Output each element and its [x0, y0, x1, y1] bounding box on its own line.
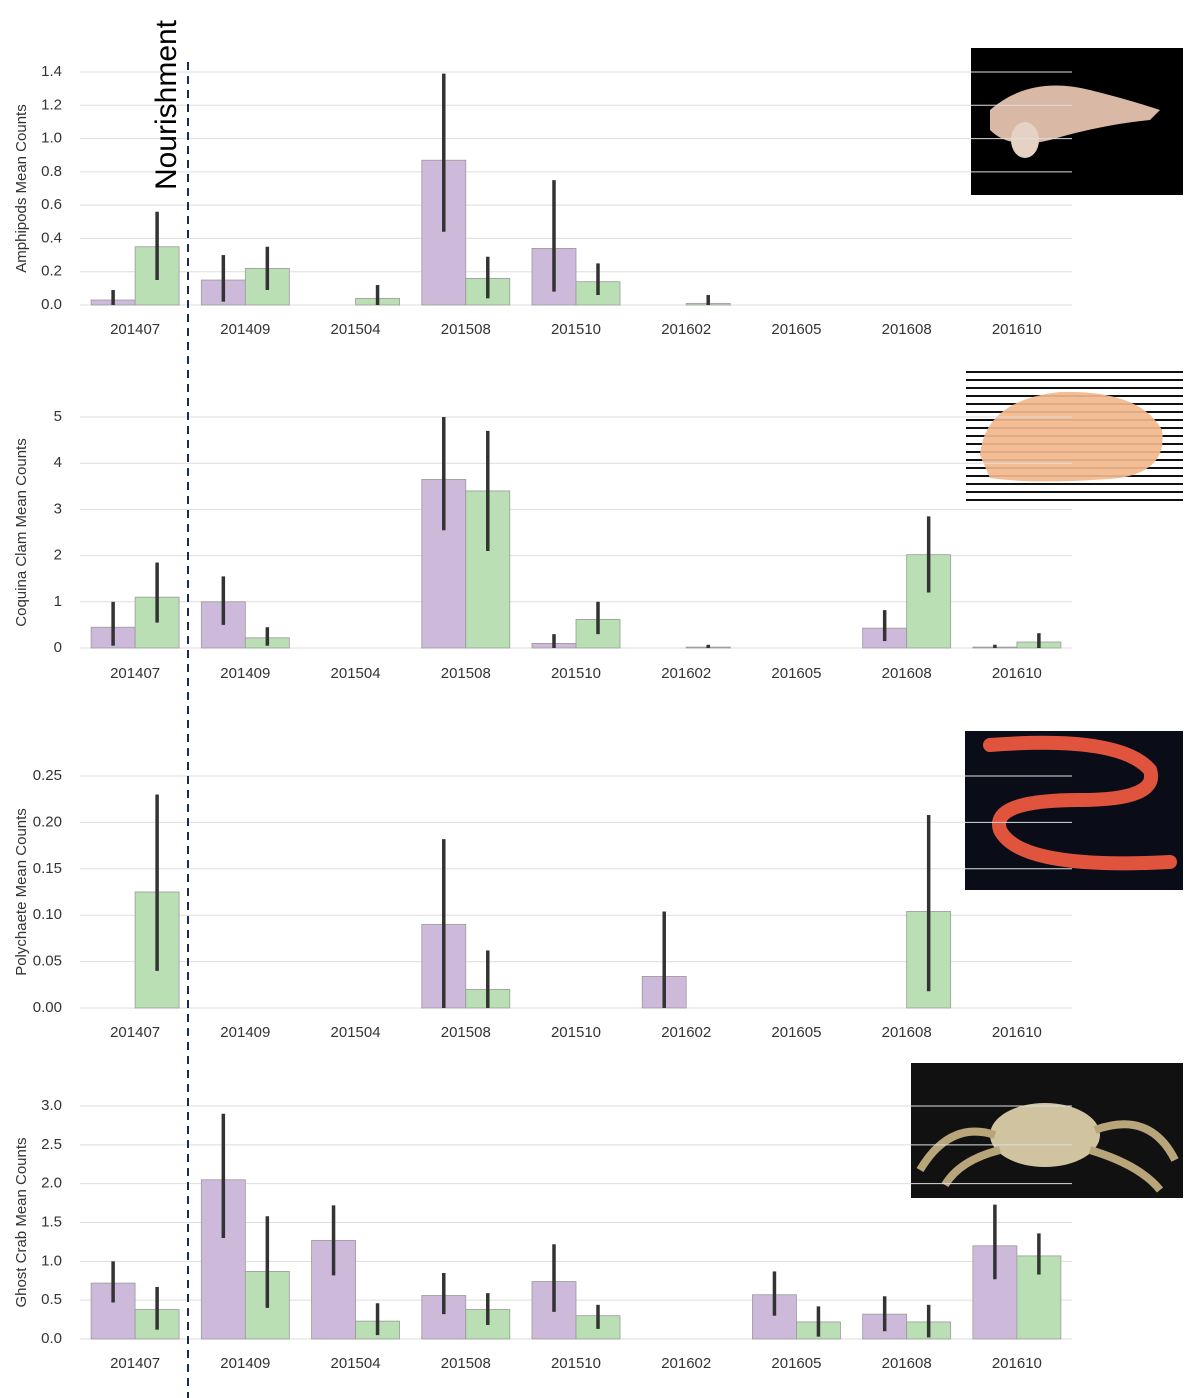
y-tick-label: 0.4 — [41, 229, 62, 246]
y-axis-label: Coquina Clam Mean Counts — [13, 438, 30, 626]
y-tick-label: 1.2 — [41, 96, 62, 113]
y-tick-label: 3.0 — [41, 1097, 62, 1114]
y-axis-label: Polychaete Mean Counts — [13, 808, 30, 976]
y-tick-label: 0.6 — [41, 196, 62, 213]
x-tick-label: 201608 — [882, 321, 932, 338]
x-tick-label: 201510 — [551, 1355, 601, 1372]
x-tick-label: 201510 — [551, 1024, 601, 1041]
x-tick-label: 201605 — [771, 665, 821, 682]
x-tick-label: 201510 — [551, 321, 601, 338]
y-tick-label: 4 — [54, 454, 62, 471]
y-tick-label: 1.0 — [41, 1252, 62, 1269]
y-tick-label: 1.0 — [41, 130, 62, 147]
y-tick-label: 0.0 — [41, 1330, 62, 1347]
y-tick-label: 0.8 — [41, 163, 62, 180]
x-tick-label: 201407 — [110, 1024, 160, 1041]
figure: 0.0 0.2 0.4 0.6 0.8 1.0 1.2 1.4 Amphipods Mean C… — [0, 0, 1192, 1398]
x-tick-label: 201605 — [771, 321, 821, 338]
crab-body — [990, 1103, 1100, 1167]
y-axis-label: Ghost Crab Mean Counts — [13, 1137, 30, 1307]
x-tick-label: 201409 — [220, 1355, 270, 1372]
x-tick-label: 201409 — [220, 665, 270, 682]
photos — [911, 48, 1183, 1198]
x-tick-label: 201608 — [882, 1024, 932, 1041]
y-tick-label: 0.5 — [41, 1291, 62, 1308]
y-tick-label: 0.05 — [33, 953, 62, 970]
y-tick-label: 1 — [54, 593, 62, 610]
page: 0.0 0.2 0.4 0.6 0.8 1.0 1.2 1.4 Amphipods Mean C… — [0, 0, 1192, 1398]
x-tick-label: 201508 — [441, 1355, 491, 1372]
y-tick-label: 0 — [54, 639, 62, 656]
x-tick-label: 201508 — [441, 665, 491, 682]
y-tick-label: 0.10 — [33, 906, 62, 923]
y-tick-label: 0.20 — [33, 813, 62, 830]
x-tick-label: 201610 — [992, 1024, 1042, 1041]
x-tick-label: 201608 — [882, 665, 932, 682]
x-tick-label: 201508 — [441, 1024, 491, 1041]
y-tick-label: 1.4 — [41, 63, 62, 80]
x-tick-label: 201602 — [661, 665, 711, 682]
x-tick-label: 201504 — [331, 665, 381, 682]
x-tick-label: 201610 — [992, 665, 1042, 682]
x-tick-label: 201608 — [882, 1355, 932, 1372]
x-tick-label: 201407 — [110, 321, 160, 338]
y-tick-label: 0.25 — [33, 767, 62, 784]
y-tick-label: 3 — [54, 500, 62, 517]
y-tick-label: 0.2 — [41, 263, 62, 280]
x-tick-label: 201504 — [331, 1355, 381, 1372]
x-tick-label: 201504 — [331, 1024, 381, 1041]
x-tick-label: 201605 — [771, 1355, 821, 1372]
y-tick-label: 1.5 — [41, 1213, 62, 1230]
x-tick-label: 201602 — [661, 321, 711, 338]
y-tick-label: 0.00 — [33, 999, 62, 1016]
x-tick-label: 201409 — [220, 321, 270, 338]
amphipod-claw — [1011, 122, 1039, 158]
y-axis-label: Amphipods Mean Counts — [13, 104, 30, 272]
x-tick-label: 201610 — [992, 1355, 1042, 1372]
y-tick-label: 2 — [54, 547, 62, 564]
y-tick-label: 5 — [54, 408, 62, 425]
x-tick-label: 201602 — [661, 1355, 711, 1372]
y-tick-label: 0.15 — [33, 860, 62, 877]
x-tick-label: 201409 — [220, 1024, 270, 1041]
x-tick-label: 201508 — [441, 321, 491, 338]
x-tick-label: 201605 — [771, 1024, 821, 1041]
x-tick-label: 201602 — [661, 1024, 711, 1041]
x-tick-label: 201610 — [992, 321, 1042, 338]
y-tick-label: 2.0 — [41, 1175, 62, 1192]
x-tick-label: 201407 — [110, 665, 160, 682]
y-tick-label: 0.0 — [41, 296, 62, 313]
y-tick-label: 2.5 — [41, 1136, 62, 1153]
x-tick-label: 201504 — [331, 321, 381, 338]
x-tick-label: 201407 — [110, 1355, 160, 1372]
x-tick-label: 201510 — [551, 665, 601, 682]
annotation: Nourishment — [150, 19, 183, 190]
